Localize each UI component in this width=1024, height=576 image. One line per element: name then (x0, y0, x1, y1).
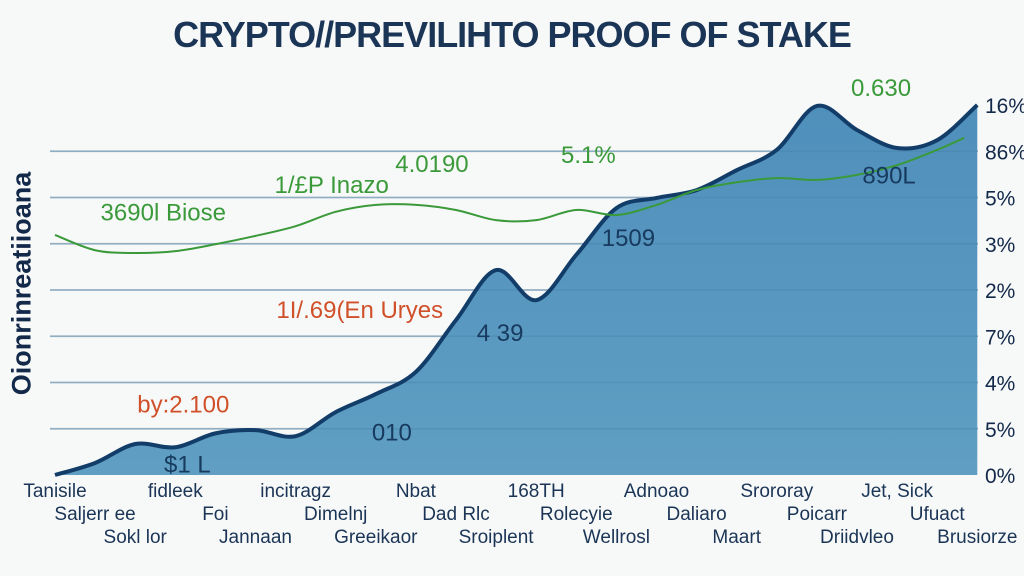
x-tick-label: Saljerr ee (54, 504, 135, 525)
data-annotation: 4.0190 (395, 151, 468, 178)
x-tick-label: Maart (712, 527, 761, 548)
data-annotation: 1/£P Inazo (275, 172, 389, 199)
x-tick-label: Jet, Sick (861, 481, 933, 502)
x-tick-label: Wellrosl (583, 527, 650, 548)
data-annotation: 010 (372, 419, 412, 446)
x-tick-label: Daliaro (666, 504, 726, 525)
x-tick-label: Tanisile (23, 481, 86, 502)
x-tick-label: Brusiorze (937, 527, 1017, 548)
x-tick-label: Srororay (740, 481, 813, 502)
x-tick-label: 168TH (508, 481, 565, 502)
x-tick-label: Sroiplent (459, 527, 535, 548)
y-tick-label: 2% (985, 280, 1015, 303)
data-annotation: 890L (862, 163, 915, 190)
data-annotation: 4 39 (477, 320, 524, 347)
y-tick-label: 86% (985, 141, 1024, 164)
y-tick-label: 4% (985, 373, 1015, 396)
x-tick-label: Dimelnj (304, 504, 367, 525)
x-tick-label: Dad Rlc (422, 504, 490, 525)
y-tick-label: 3% (985, 234, 1015, 257)
x-tick-label: Greeikaor (334, 527, 418, 548)
y-tick-label: 5% (985, 188, 1015, 211)
x-tick-label: incitragz (260, 481, 331, 502)
y-tick-label: 16% (985, 95, 1024, 118)
x-tick-label: Jannaan (219, 527, 292, 548)
data-annotation: 5.1% (561, 142, 616, 169)
area-series-line (54, 103, 979, 477)
x-tick-label: Nbat (396, 481, 437, 502)
y-tick-label: 0% (985, 465, 1015, 488)
y-tick-label: 7% (985, 326, 1015, 349)
x-tick-label: Driidvleo (820, 527, 894, 548)
x-tick-label: Adnoao (624, 481, 690, 502)
data-annotation: 3690l Biose (101, 200, 226, 227)
x-tick-label: fidleek (148, 481, 203, 502)
chart-title: CRYPTO//PREVILIHTO PROOF OF STAKE (173, 14, 852, 55)
x-tick-label: Ufuact (910, 504, 966, 525)
line-series (54, 136, 965, 255)
x-tick-label: Foi (202, 504, 228, 525)
data-annotation: 0.630 (851, 75, 911, 102)
x-tick-label: Rolecyie (540, 504, 613, 525)
x-tick-label: Poicarr (787, 504, 848, 525)
data-annotation: 1509 (602, 225, 655, 252)
y-tick-label: 5% (985, 419, 1015, 442)
data-annotation: $1 L (164, 452, 211, 479)
x-tick-label: Sokl lor (104, 527, 168, 548)
data-annotation: by:2.100 (137, 392, 229, 419)
data-annotation: 1I/.69(En Uryes (276, 297, 443, 324)
